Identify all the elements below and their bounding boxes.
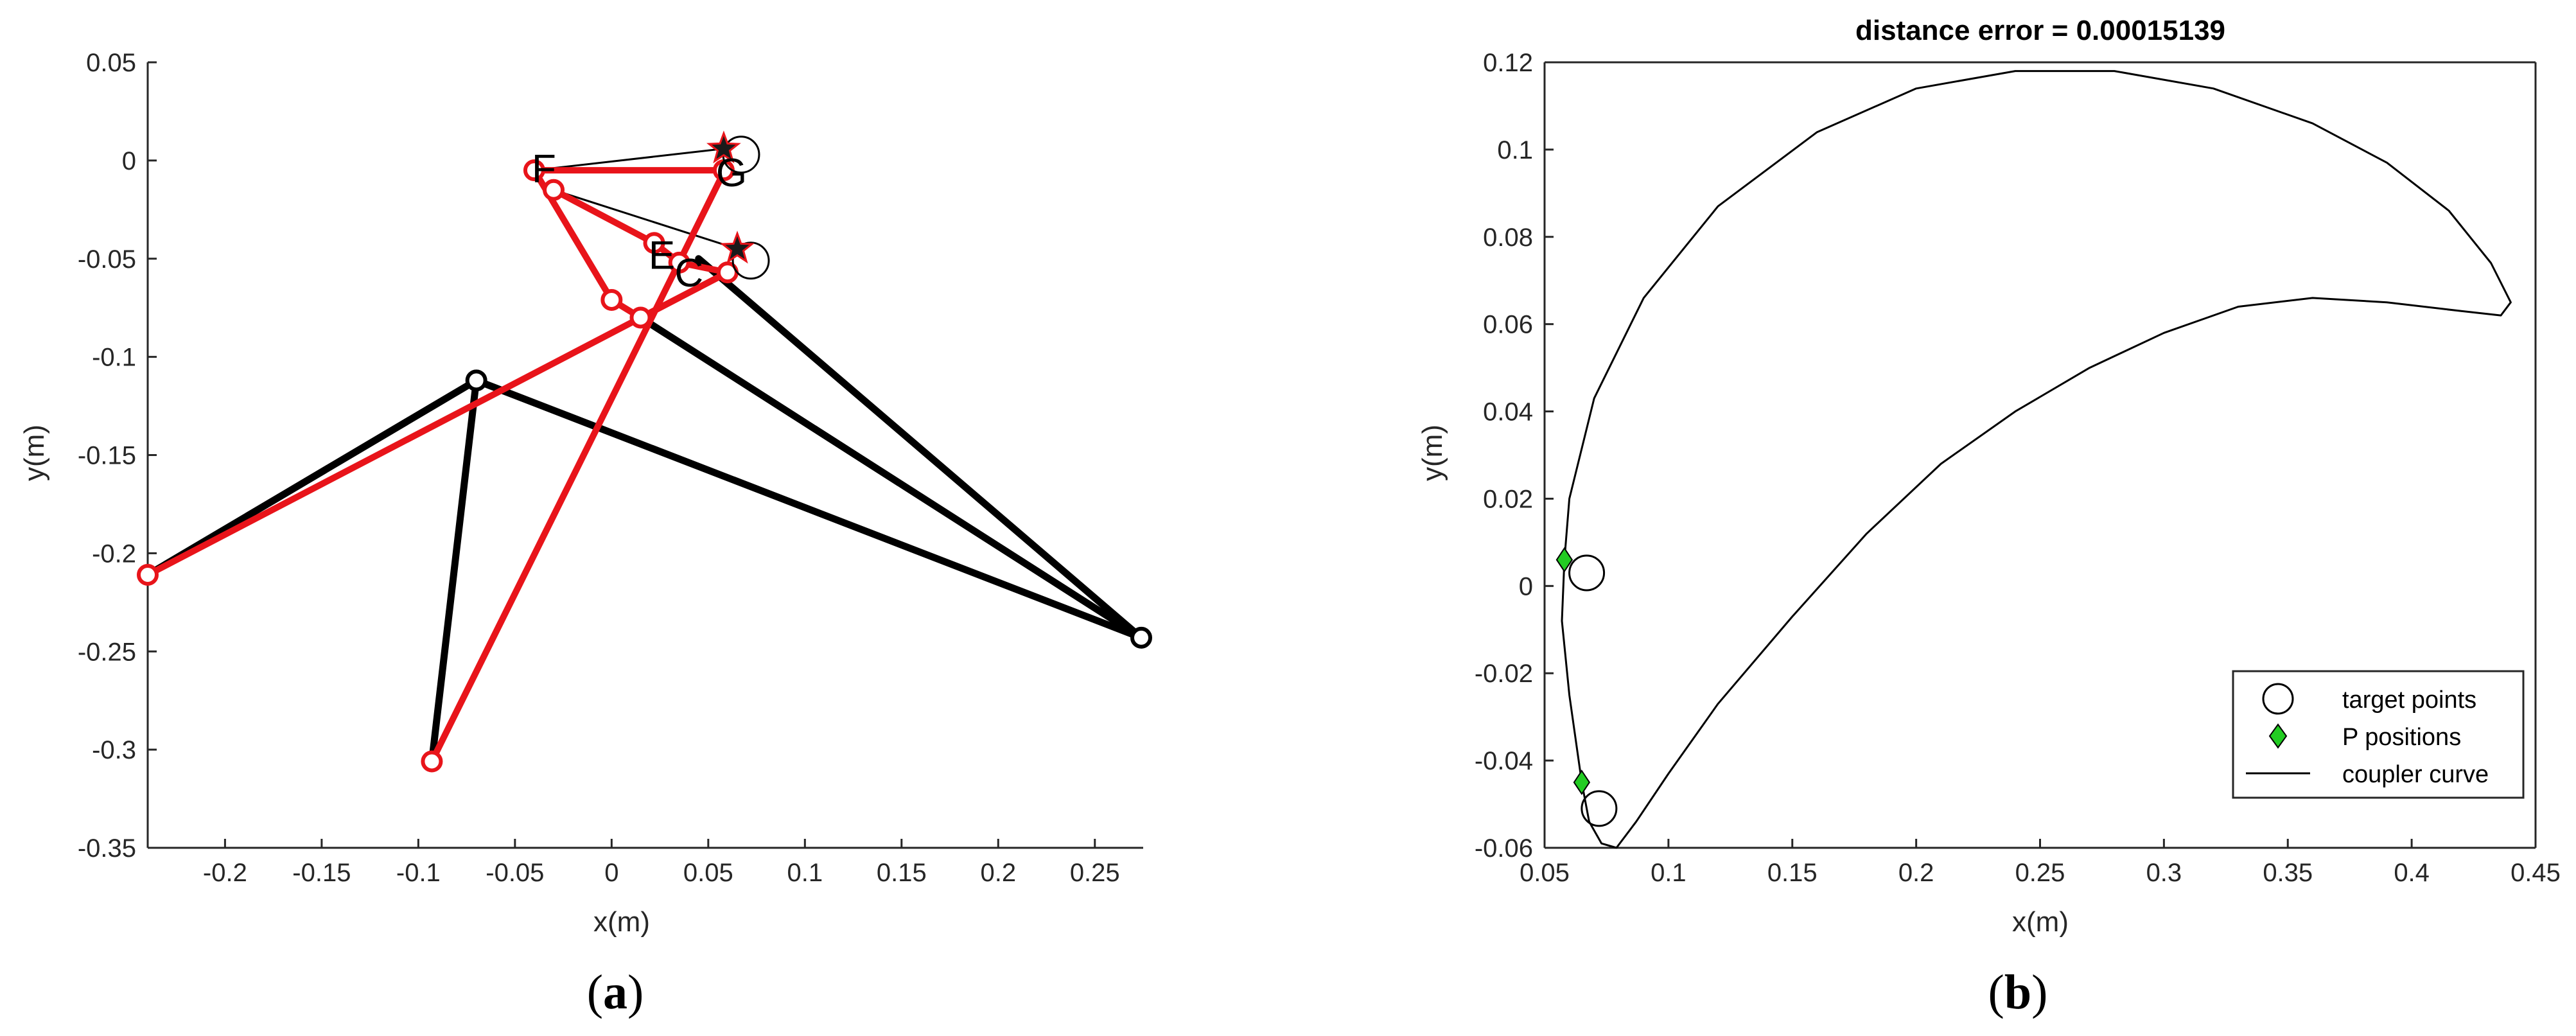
panel-b-x-tick-label: 0.3 — [2146, 859, 2182, 887]
panel-b-y-tick-label: 0.04 — [1483, 398, 1533, 426]
panel-b-x-tick-label: 0.4 — [2394, 859, 2430, 887]
panel-a-target-point — [732, 241, 770, 280]
panel-a-y-tick-label: -0.2 — [92, 540, 136, 568]
panel-a-star-marker — [719, 231, 755, 264]
panel-a-x-tick-label: -0.15 — [292, 859, 351, 887]
panel-b-y-tick-label: 0.06 — [1483, 311, 1533, 339]
panel-b-y-tick-label: 0.1 — [1497, 136, 1533, 164]
panel-a-x-tick-label: 0.15 — [877, 859, 927, 887]
panel-b-legend-label: target points — [2342, 687, 2476, 714]
panel-a-y-tick-label: 0.05 — [86, 49, 136, 77]
panel-b-caption-letter: b — [2004, 965, 2031, 1019]
panel-b-x-tick-label: 0.35 — [2263, 859, 2313, 887]
panel-b-p-position — [1555, 547, 1573, 573]
panel-a-point-label: G — [716, 151, 747, 195]
panel-a-point-label: F — [532, 147, 556, 191]
panel-a-xlabel: x(m) — [593, 906, 650, 938]
panel-a-caption: (a) — [587, 965, 644, 1019]
panel-b-legend-diamond-icon — [2268, 723, 2288, 749]
panel-a-point-label: E — [649, 234, 675, 278]
panel-a-x-tick-label: 0 — [604, 859, 618, 887]
panel-a-y-tick-label: -0.35 — [78, 834, 136, 863]
panel-a-joint — [668, 251, 690, 274]
panel-b-legend-label: P positions — [2342, 724, 2461, 751]
panel-a-star-marker — [706, 130, 741, 164]
panel-a-link — [637, 269, 731, 321]
panel-b-xlabel: x(m) — [2012, 906, 2069, 938]
panel-b-target-point — [1581, 790, 1618, 827]
panel-a-x-tick-label: -0.1 — [396, 859, 441, 887]
panel-a-y-tick-label: -0.1 — [92, 344, 136, 372]
panel-b-legend: target points P positions coupler curve — [2232, 670, 2525, 799]
panel-a-y-tick-label: -0.15 — [78, 442, 136, 470]
panel-a-joint — [137, 564, 159, 586]
panel-b-chart: distance error = 0.00015139 x(m) y(m) (b… — [1417, 15, 2561, 1019]
panel-b-y-tick-label: 0 — [1519, 572, 1533, 601]
panel-a-link — [695, 255, 1145, 642]
panel-a-chart: x(m) y(m) (a) -0.2 -0.15 -0.1 -0.05 0 0.05 0.1… — [19, 49, 1152, 1019]
panel-a-joint — [523, 159, 545, 182]
panel-a-caption-letter: a — [603, 965, 627, 1019]
panel-a-link — [473, 376, 1145, 642]
panel-a-y-tick-label: 0 — [122, 147, 136, 175]
panel-a-x-tick-label: 0.2 — [980, 859, 1016, 887]
panel-a-y-tick-label: -0.3 — [92, 736, 136, 764]
panel-b-y-tick-label: 0.08 — [1483, 224, 1533, 252]
panel-b-y-tick-label: -0.02 — [1475, 660, 1533, 688]
panel-a-y-tick-label: -0.05 — [78, 245, 136, 274]
panel-b-x-tick-label: 0.1 — [1651, 859, 1687, 887]
panel-a-x-tick-label: 0.05 — [683, 859, 733, 887]
panel-a-link — [533, 148, 725, 171]
panel-a-point-label: C — [674, 251, 703, 295]
panel-a-x-tick-label: -0.05 — [486, 859, 544, 887]
panel-b-y-tick-label: -0.06 — [1475, 834, 1533, 863]
panel-b-title: distance error = 0.00015139 — [1855, 15, 2225, 46]
panel-a-x-tick-label: 0.25 — [1070, 859, 1120, 887]
panel-b-x-tick-label: 0.25 — [2015, 859, 2065, 887]
panel-a-joint — [643, 232, 665, 254]
panel-b-legend-label: coupler curve — [2342, 761, 2489, 788]
panel-a-joint — [600, 288, 623, 311]
panel-b-y-tick-label: 0.12 — [1483, 49, 1533, 77]
panel-a-ylabel: y(m) — [19, 425, 50, 481]
panel-b-x-tick-label: 0.05 — [1520, 859, 1570, 887]
panel-a-link — [636, 313, 1145, 642]
panel-a-joint — [543, 179, 565, 201]
panel-a-link — [144, 376, 480, 579]
panel-b-y-tick-label: -0.04 — [1475, 747, 1533, 775]
panel-a-x-tick-label: 0.1 — [787, 859, 823, 887]
panel-a-joint — [629, 306, 652, 329]
panel-a-link — [145, 269, 731, 579]
panel-b-coupler-curve — [1561, 70, 2512, 849]
panel-b-caption: (b) — [1988, 965, 2048, 1019]
panel-a-joint — [465, 369, 487, 392]
panel-a-link — [550, 186, 658, 247]
panel-b-x-tick-label: 0.45 — [2510, 859, 2561, 887]
panel-a-link — [552, 189, 739, 250]
panel-b-x-tick-label: 0.2 — [1898, 859, 1934, 887]
panel-b-legend-circle-icon — [2262, 683, 2294, 715]
panel-b-x-tick-label: 0.15 — [1767, 859, 1818, 887]
panel-b-ylabel: y(m) — [1417, 425, 1448, 481]
panel-a-joint — [421, 750, 443, 773]
panel-b-p-position — [1573, 769, 1591, 795]
panel-b-target-point — [1568, 554, 1606, 592]
panel-a-x-tick-label: -0.2 — [203, 859, 247, 887]
panel-a-link — [428, 376, 480, 765]
panel-b-y-tick-label: 0.02 — [1483, 485, 1533, 513]
panel-a-y-tick-label: -0.25 — [78, 638, 136, 666]
panel-a-joint — [1130, 626, 1152, 649]
